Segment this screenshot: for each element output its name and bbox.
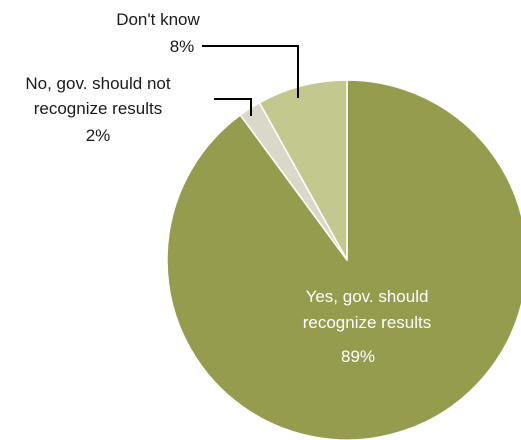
- slice-label-dont-know: Don't know: [116, 10, 200, 29]
- slice-value-yes: 89%: [341, 347, 375, 366]
- slice-dont-know: [258, 79, 348, 261]
- slice-value-dont-know: 8%: [170, 37, 195, 56]
- slice-label-yes-line1: Yes, gov. should: [306, 287, 429, 306]
- slice-yes: [166, 79, 521, 440]
- slice-label-no-line2: recognize results: [34, 99, 163, 118]
- slice-label-no-line1: No, gov. should not: [25, 74, 170, 93]
- slice-label-yes-line2: recognize results: [303, 313, 432, 332]
- pie-slices: [166, 79, 521, 440]
- leader-line-dont-know: [202, 45, 299, 98]
- slice-value-no: 2%: [86, 126, 111, 145]
- leader-line-no: [214, 98, 252, 116]
